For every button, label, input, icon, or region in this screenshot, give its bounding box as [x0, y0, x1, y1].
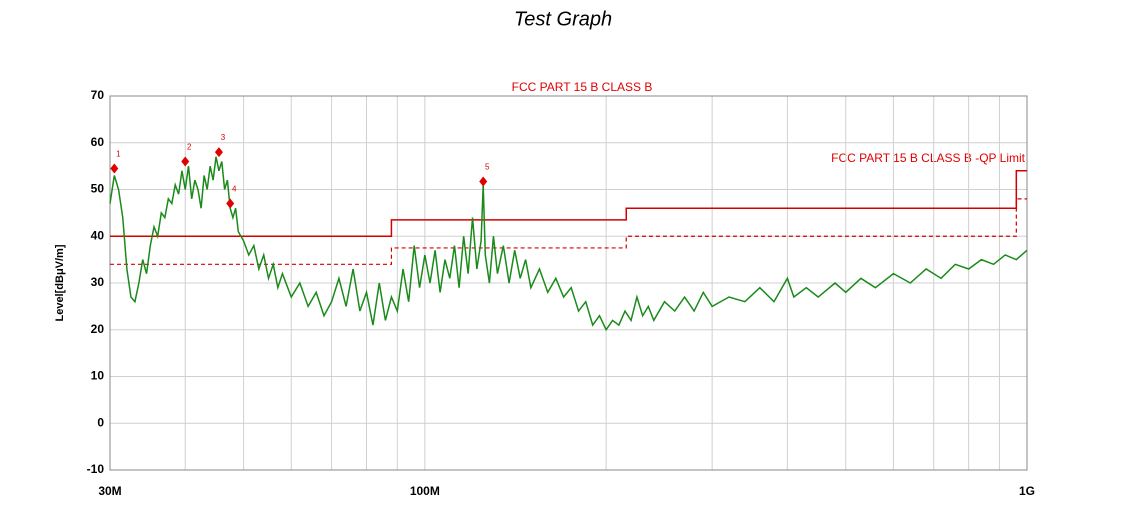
plot-frame — [109, 95, 1028, 471]
x-tick-label: 100M — [410, 484, 440, 498]
y-tick-label: 10 — [91, 369, 105, 383]
x-tick-label: 30M — [98, 484, 121, 498]
peak-marker — [214, 147, 223, 158]
y-tick-label: 40 — [91, 228, 105, 242]
x-tick-label: 1G — [1019, 484, 1035, 498]
y-axis-label: Level[dBμV/m] — [54, 244, 66, 321]
peak-label: 3 — [221, 133, 226, 142]
peak-label: 2 — [187, 143, 192, 152]
series-line — [110, 170, 1027, 237]
y-tick-label: 30 — [91, 275, 105, 289]
y-tick-label: 20 — [91, 322, 105, 336]
y-tick-label: 0 — [97, 415, 104, 429]
peak-marker — [181, 156, 190, 167]
chart-subtitle: FCC PART 15 B CLASS B — [512, 80, 653, 94]
limit-annotation: FCC PART 15 B CLASS B -QP Limit — [831, 151, 1026, 165]
peak-marker — [226, 198, 235, 209]
chart-title: Test Graph — [514, 8, 612, 30]
peak-marker — [479, 176, 488, 187]
peak-label: 4 — [232, 185, 237, 194]
series-line — [109, 156, 1028, 332]
y-tick-label: 50 — [91, 182, 105, 196]
peak-marker — [110, 163, 119, 174]
y-tick-label: -10 — [87, 462, 105, 476]
peak-label: 5 — [485, 163, 490, 172]
y-tick-label: 60 — [91, 135, 105, 149]
peak-label: 1 — [116, 150, 121, 159]
y-tick-label: 70 — [91, 88, 105, 102]
